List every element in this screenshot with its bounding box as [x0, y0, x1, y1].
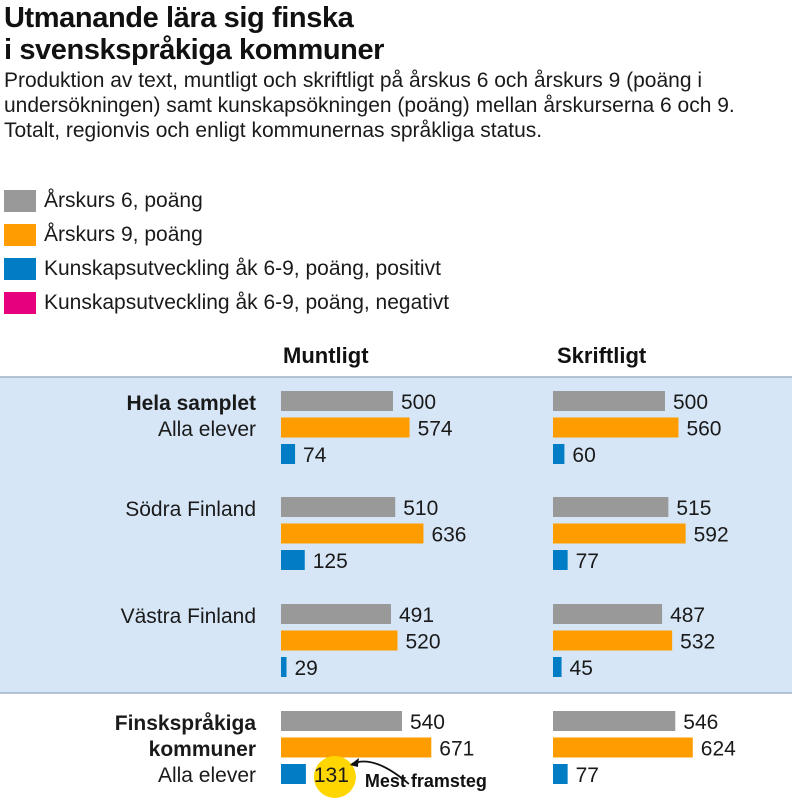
bar-grade6-muntligt	[281, 604, 391, 624]
bar-knowledge-gain-skriftligt	[553, 764, 568, 784]
bar-grade6-skriftligt	[553, 391, 665, 411]
legend-item-grade9: Årskurs 9, poäng	[4, 221, 704, 255]
bar-knowledge-gain-skriftligt	[553, 550, 568, 570]
value-label-muntligt: 540	[410, 711, 445, 734]
value-label-skriftligt: 592	[694, 524, 729, 547]
group-label: kommuner	[149, 738, 256, 761]
value-label-muntligt: 636	[431, 524, 466, 547]
bar-grade9-muntligt	[281, 737, 432, 758]
value-label-skriftligt: 500	[673, 391, 708, 414]
bar-grade6-skriftligt	[553, 711, 676, 731]
column-header-muntligt: Muntligt	[283, 343, 369, 368]
bar-knowledge-gain-muntligt	[281, 764, 306, 784]
bar-grade9-muntligt	[281, 417, 410, 438]
bar-knowledge-gain-muntligt	[281, 657, 287, 677]
group-label: Alla elever	[158, 418, 256, 441]
value-label-skriftligt: 624	[701, 738, 736, 761]
chart-title: Utmanande lära sig finska i svenskspråki…	[4, 2, 784, 66]
value-label-skriftligt: 515	[676, 497, 711, 520]
group-label: Hela samplet	[126, 392, 256, 415]
value-label-skriftligt: 560	[686, 418, 721, 441]
value-label-skriftligt: 77	[576, 764, 599, 787]
group-label: Västra Finland	[121, 605, 256, 628]
value-label-skriftligt: 532	[680, 631, 715, 654]
value-label-muntligt: 510	[403, 497, 438, 520]
legend-label-grade9: Årskurs 9, poäng	[44, 223, 203, 246]
legend-swatch-negative	[4, 292, 36, 314]
value-label-muntligt: 125	[313, 550, 348, 573]
bar-grade9-skriftligt	[553, 630, 673, 651]
legend: Årskurs 6, poäng Årskurs 9, poäng Kunska…	[4, 187, 704, 323]
legend-swatch-grade9	[4, 224, 36, 246]
title-line-1: Utmanande lära sig finska	[4, 2, 354, 34]
highlight-circle	[313, 756, 356, 798]
bar-grade6-skriftligt	[553, 604, 663, 624]
bar-knowledge-gain-muntligt	[281, 550, 305, 570]
group-label: Alla elever	[158, 764, 256, 787]
legend-item-grade6: Årskurs 6, poäng	[4, 187, 704, 221]
bar-knowledge-gain-skriftligt	[553, 444, 565, 464]
value-label-muntligt: 520	[405, 631, 440, 654]
bar-grade9-muntligt	[281, 523, 424, 544]
bar-grade6-muntligt	[281, 391, 393, 411]
legend-label-grade6: Årskurs 6, poäng	[44, 189, 203, 212]
bar-grade6-muntligt	[281, 497, 396, 517]
bar-grade9-skriftligt	[553, 737, 693, 758]
bar-grade9-muntligt	[281, 630, 398, 651]
value-label-skriftligt: 60	[572, 444, 595, 467]
group-label: Södra Finland	[125, 498, 256, 521]
value-label-muntligt: 74	[303, 444, 327, 467]
value-label-muntligt: 574	[418, 418, 453, 441]
bar-knowledge-gain-muntligt	[281, 444, 296, 464]
legend-item-negative: Kunskapsutveckling åk 6-9, poäng, negati…	[4, 289, 704, 323]
bar-grade9-skriftligt	[553, 523, 686, 544]
value-label-muntligt: 671	[439, 738, 474, 761]
legend-swatch-grade6	[4, 190, 36, 212]
bar-grade6-muntligt	[281, 711, 402, 731]
value-label-skriftligt: 45	[570, 657, 593, 680]
value-label-skriftligt: 487	[670, 604, 705, 627]
value-label-skriftligt: 77	[576, 550, 599, 573]
legend-swatch-positive	[4, 258, 36, 280]
bar-knowledge-gain-skriftligt	[553, 657, 562, 677]
value-label-muntligt: 491	[399, 604, 434, 627]
column-header-skriftligt: Skriftligt	[557, 343, 647, 368]
value-label-muntligt: 29	[295, 657, 318, 680]
chart-subtitle: Produktion av text, muntligt och skriftl…	[4, 69, 735, 142]
bar-grade9-skriftligt	[553, 417, 679, 438]
legend-item-positive: Kunskapsutveckling åk 6-9, poäng, positi…	[4, 255, 704, 289]
title-line-2: i svenskspråkiga kommuner	[4, 34, 385, 66]
value-label-muntligt: 500	[401, 391, 436, 414]
value-label-muntligt: 131	[314, 764, 349, 787]
legend-label-positive: Kunskapsutveckling åk 6-9, poäng, positi…	[44, 257, 441, 280]
bar-grade6-skriftligt	[553, 497, 669, 517]
value-label-skriftligt: 546	[683, 711, 718, 734]
callout-arrowhead	[349, 758, 359, 767]
callout-text: Mest framsteg	[365, 771, 487, 791]
group-label: Finskspråkiga	[115, 712, 257, 735]
legend-label-negative: Kunskapsutveckling åk 6-9, poäng, negati…	[44, 291, 450, 314]
